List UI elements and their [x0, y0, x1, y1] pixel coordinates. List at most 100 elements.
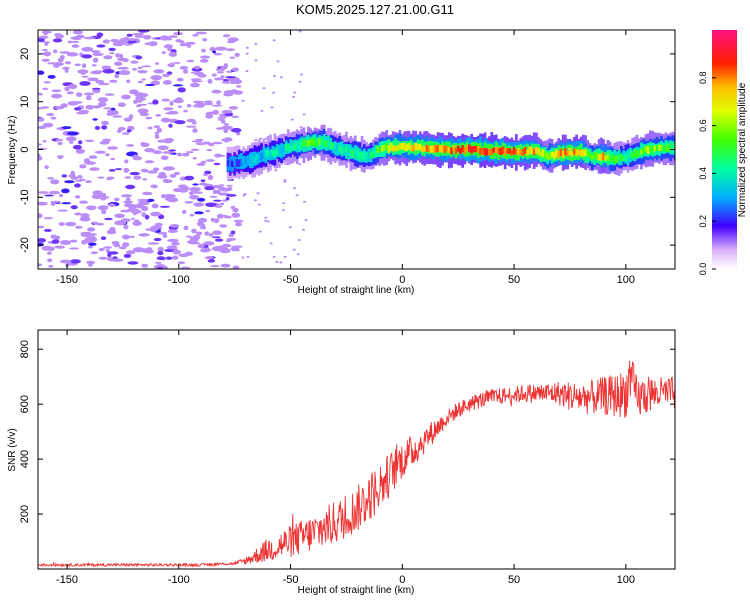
ridge-cell [615, 155, 619, 163]
noise-speckle [200, 223, 206, 228]
x-tick-label: 100 [617, 574, 635, 586]
noise-speckle [140, 142, 146, 145]
ridge-cell [523, 146, 527, 154]
noise-speckle [204, 186, 215, 191]
noise-speckle [100, 236, 107, 240]
ridge-cell [629, 150, 632, 158]
spectrogram-ylabel: Frequency (Hz) [7, 116, 18, 185]
noise-speckle [108, 47, 116, 52]
noise-speckle [117, 102, 126, 107]
noise-speckle [207, 78, 213, 84]
ridge-cell [396, 145, 400, 152]
noise-speckle [123, 224, 129, 230]
ridge-cell [376, 146, 380, 153]
ridge-cell [401, 143, 404, 150]
ridge-cell [456, 145, 460, 152]
ridge-cell [363, 152, 366, 160]
noise-speckle [128, 38, 137, 41]
noise-speckle [110, 157, 116, 161]
noise-speckle [275, 260, 279, 263]
noise-speckle [62, 66, 70, 70]
noise-speckle [241, 256, 245, 259]
ridge-cell [642, 147, 646, 155]
ridge-cell [331, 142, 335, 149]
ridge-cell [622, 155, 625, 162]
noise-speckle [223, 129, 229, 134]
noise-speckle [109, 52, 115, 55]
noise-speckle [76, 111, 89, 115]
noise-speckle [86, 205, 97, 211]
noise-speckle [159, 35, 170, 41]
noise-speckle [174, 120, 186, 125]
noise-speckle [282, 202, 286, 205]
noise-speckle [87, 77, 99, 82]
noise-speckle [270, 106, 274, 109]
noise-speckle [229, 56, 236, 59]
ridge-cell [468, 144, 471, 153]
noise-speckle [217, 186, 226, 191]
ridge-cell [387, 145, 391, 153]
noise-speckle [81, 75, 89, 78]
noise-speckle [221, 109, 233, 114]
noise-speckle [162, 151, 175, 154]
noise-speckle [114, 73, 120, 79]
noise-speckle [225, 197, 230, 201]
noise-speckle [213, 52, 222, 56]
noise-speckle [107, 251, 119, 255]
noise-speckle [145, 116, 153, 120]
ridge-cell [557, 150, 561, 159]
noise-speckle [46, 112, 55, 117]
ridge-cell [588, 152, 592, 159]
ridge-cell [559, 148, 563, 156]
noise-speckle [216, 100, 221, 106]
noise-speckle [281, 209, 285, 212]
ridge-cell [244, 157, 248, 166]
ridge-cell [604, 155, 608, 161]
noise-speckle [214, 154, 226, 157]
ridge-cell [624, 154, 628, 162]
ridge-cell [582, 149, 585, 157]
ridge-cell [481, 147, 485, 155]
noise-speckle [213, 218, 220, 224]
noise-speckle [157, 246, 164, 252]
ridge-cell [325, 140, 328, 147]
ridge-cell [249, 155, 252, 163]
noise-speckle [161, 194, 166, 199]
noise-speckle [113, 243, 121, 248]
noise-speckle [214, 205, 223, 208]
noise-speckle [293, 91, 297, 94]
ridge-cell [445, 146, 449, 152]
ridge-cell [595, 152, 599, 160]
noise-speckle [186, 240, 196, 244]
noise-speckle [47, 75, 56, 79]
ridge-cell [436, 145, 440, 153]
noise-speckle [117, 126, 126, 131]
noise-speckle [118, 70, 131, 76]
noise-speckle [292, 96, 296, 98]
ridge-cell [550, 151, 554, 158]
noise-speckle [50, 179, 60, 185]
noise-speckle [163, 44, 173, 49]
noise-speckle [168, 51, 177, 57]
noise-speckle [208, 233, 214, 237]
noise-speckle [101, 125, 108, 130]
noise-speckle [83, 36, 96, 40]
colorbar-tick-label: 0.0 [698, 263, 708, 276]
ridge-cell [472, 146, 476, 153]
noise-speckle [98, 101, 107, 107]
ridge-cell [316, 138, 319, 147]
noise-speckle [141, 263, 149, 268]
noise-speckle [192, 128, 198, 134]
ridge-cell [611, 154, 614, 162]
noise-speckle [124, 176, 132, 179]
noise-speckle [208, 143, 215, 147]
ridge-cell [606, 154, 610, 161]
noise-speckle [156, 127, 162, 133]
ridge-cell [418, 143, 422, 151]
noise-speckle [120, 194, 133, 198]
noise-speckle [211, 73, 217, 77]
noise-speckle [75, 225, 83, 229]
ridge-cell [439, 145, 442, 152]
noise-speckle [104, 93, 115, 96]
noise-speckle [233, 219, 244, 223]
